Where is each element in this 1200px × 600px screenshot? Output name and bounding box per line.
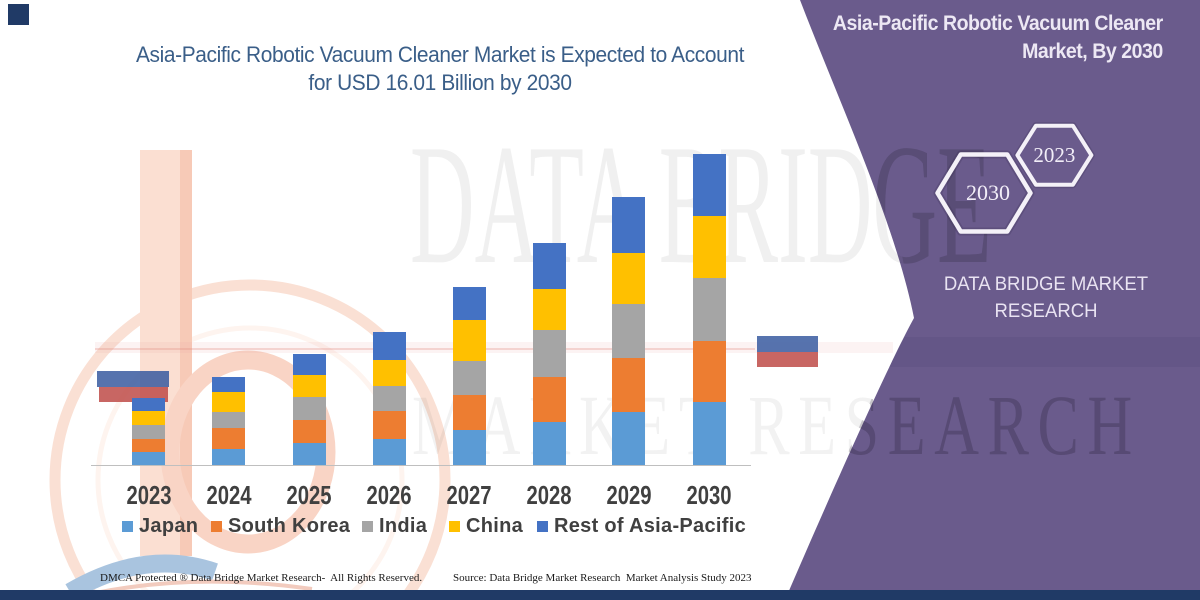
svg-text:2030: 2030 [966,180,1010,205]
svg-text:2023: 2023 [1033,143,1075,167]
